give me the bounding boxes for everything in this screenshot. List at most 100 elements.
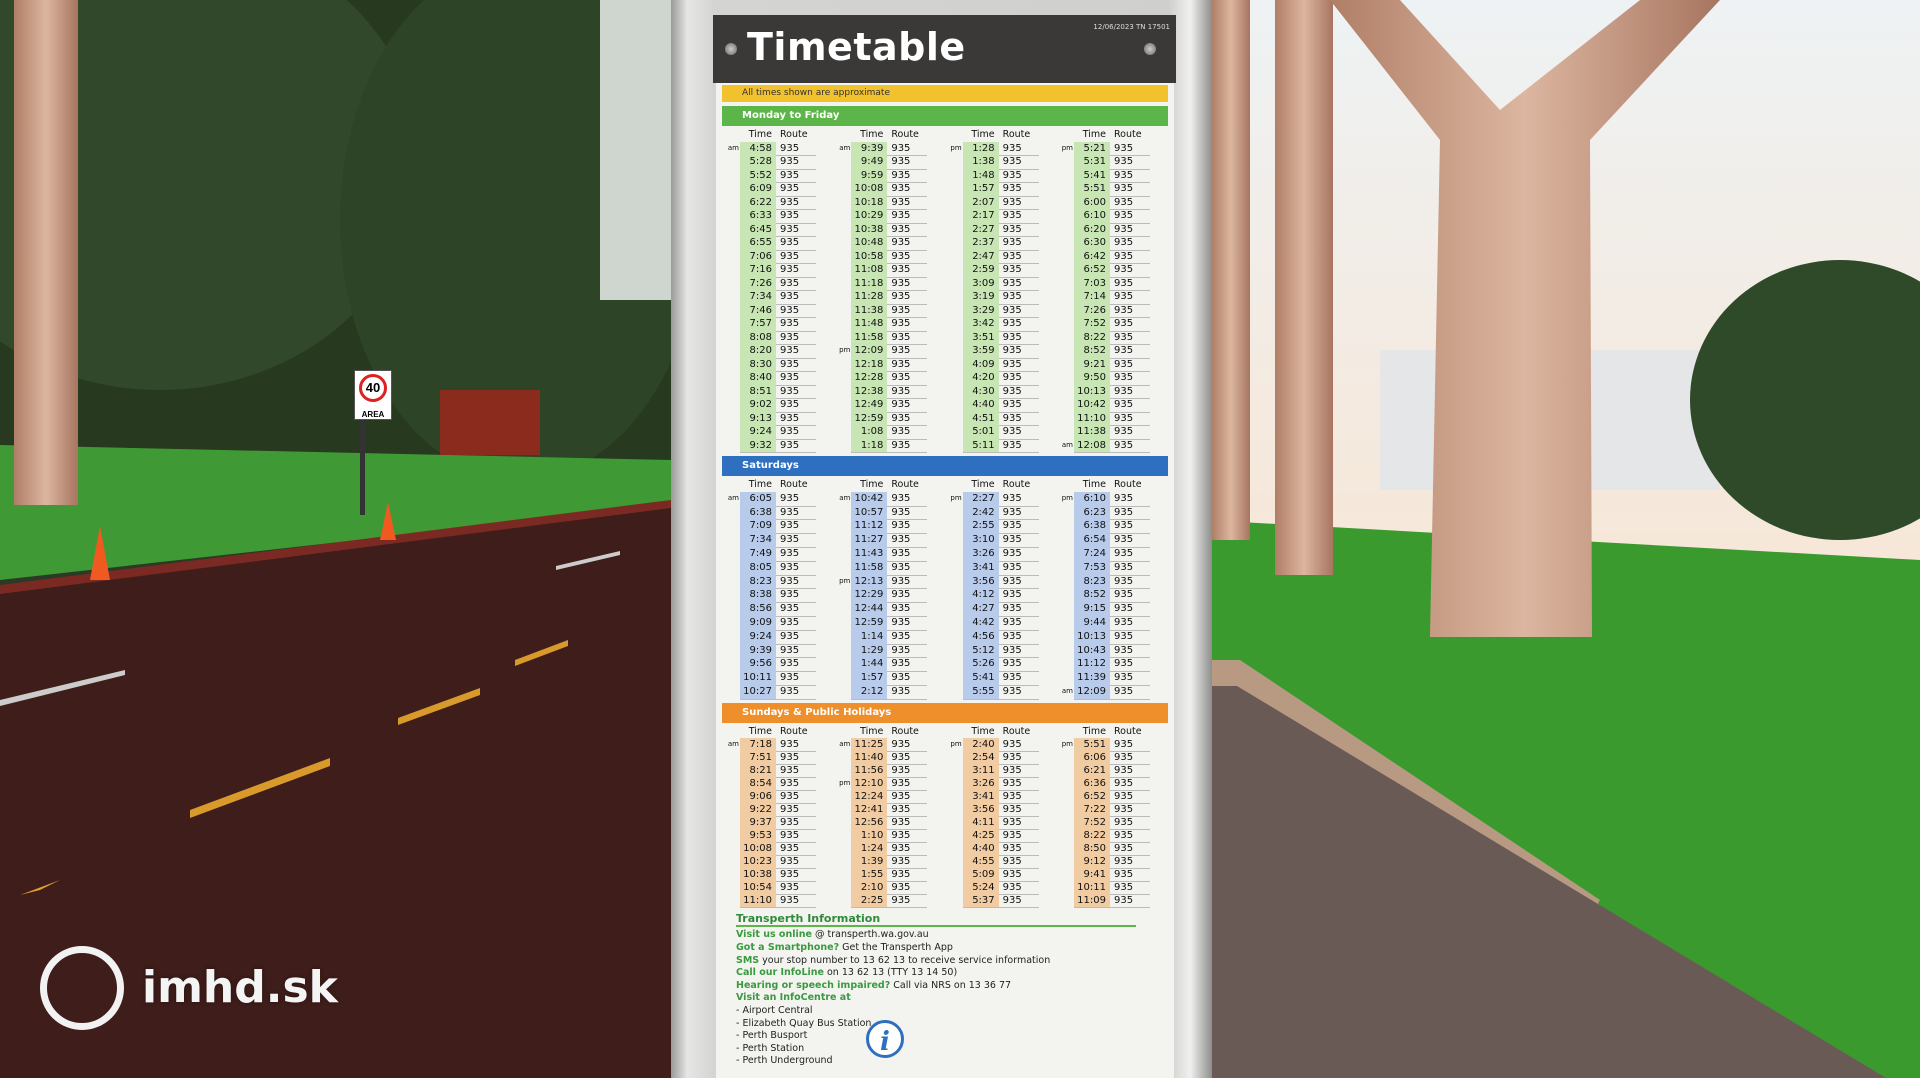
route: 935 bbox=[1109, 829, 1150, 843]
route: 935 bbox=[776, 630, 816, 645]
spacer bbox=[837, 478, 851, 492]
time: 2:47 bbox=[962, 249, 999, 264]
time: 12:44 bbox=[851, 602, 888, 617]
route: 935 bbox=[776, 412, 816, 426]
time: 10:29 bbox=[851, 209, 888, 224]
time: 7:34 bbox=[740, 533, 776, 548]
time: 1:14 bbox=[851, 629, 888, 645]
period bbox=[837, 398, 851, 413]
route: 935 bbox=[998, 412, 1039, 426]
period bbox=[949, 751, 963, 765]
tree-trunk bbox=[14, 0, 78, 505]
period: pm bbox=[839, 346, 851, 354]
departure: 1:38 935 bbox=[949, 155, 1053, 170]
departure: pm 12:13 935 bbox=[837, 574, 941, 590]
route: 935 bbox=[998, 575, 1039, 590]
route: 935 bbox=[1109, 398, 1150, 413]
departure: 9:56 935 bbox=[726, 657, 830, 673]
period bbox=[837, 764, 851, 778]
departure: 9:12 935 bbox=[1060, 854, 1164, 869]
time: 12:28 bbox=[851, 371, 888, 386]
departure: am 12:08 935 bbox=[1060, 438, 1164, 453]
departure: 8:23 935 bbox=[726, 574, 830, 590]
route: 935 bbox=[776, 209, 816, 224]
time: 6:10 bbox=[1073, 491, 1110, 507]
departure: 7:46 935 bbox=[726, 303, 830, 318]
section: Sundays & Public Holidays Time Route am 7:18… bbox=[722, 702, 1168, 908]
route: 935 bbox=[998, 492, 1039, 507]
period bbox=[726, 671, 740, 686]
period bbox=[726, 182, 740, 197]
period bbox=[1060, 223, 1074, 238]
departure: 12:29 935 bbox=[837, 588, 941, 604]
route: 935 bbox=[1109, 685, 1150, 700]
route: 935 bbox=[887, 547, 928, 562]
departure: 9:02 935 bbox=[726, 398, 830, 413]
departure: 10:13 935 bbox=[1060, 384, 1164, 399]
period bbox=[726, 588, 740, 603]
time: 7:52 bbox=[1073, 815, 1110, 830]
column-header: Time Route bbox=[949, 725, 1053, 738]
time: 3:59 bbox=[962, 344, 999, 359]
route: 935 bbox=[776, 155, 816, 170]
time: 8:30 bbox=[740, 357, 776, 372]
period bbox=[949, 547, 963, 562]
header-time: Time bbox=[860, 725, 884, 737]
departure: 6:20 935 bbox=[1060, 222, 1164, 238]
period: am bbox=[839, 739, 851, 748]
departure: 12:56 935 bbox=[837, 815, 941, 830]
route: 935 bbox=[998, 816, 1039, 830]
departure: am 12:09 935 bbox=[1060, 684, 1164, 700]
time: 9:13 bbox=[740, 411, 776, 426]
time: 9:15 bbox=[1073, 602, 1110, 617]
column-header: Time Route bbox=[726, 725, 830, 738]
bolt bbox=[1144, 43, 1156, 55]
departure: pm 12:10 935 bbox=[837, 776, 941, 791]
period bbox=[949, 868, 963, 882]
period bbox=[949, 182, 963, 197]
time: 3:09 bbox=[962, 276, 999, 291]
time: 3:19 bbox=[962, 290, 999, 305]
route: 935 bbox=[1109, 630, 1150, 645]
period bbox=[837, 561, 851, 576]
route: 935 bbox=[776, 790, 816, 804]
time: 3:10 bbox=[962, 533, 999, 548]
period bbox=[1060, 290, 1074, 305]
departure: 5:01 935 bbox=[949, 425, 1053, 440]
period bbox=[949, 630, 963, 645]
speed-limit: 40 bbox=[359, 374, 387, 402]
route: 935 bbox=[1109, 250, 1150, 264]
time: 5:28 bbox=[740, 155, 776, 170]
time: 12:09 bbox=[851, 344, 888, 359]
departure: 8:20 935 bbox=[726, 344, 830, 359]
departure: 6:33 935 bbox=[726, 209, 830, 224]
route: 935 bbox=[887, 196, 928, 210]
departure: 6:23 935 bbox=[1060, 505, 1164, 521]
period bbox=[1060, 317, 1074, 332]
period bbox=[1060, 277, 1074, 292]
departure: 6:42 935 bbox=[1060, 249, 1164, 264]
route: 935 bbox=[776, 263, 816, 278]
time: 7:51 bbox=[740, 750, 776, 765]
route: 935 bbox=[998, 644, 1039, 659]
period bbox=[726, 344, 740, 359]
period bbox=[837, 685, 851, 700]
info-text: - Elizabeth Quay Bus Station bbox=[736, 1017, 872, 1029]
period bbox=[726, 533, 740, 548]
departure: 10:11 935 bbox=[1060, 880, 1164, 895]
departure: 6:21 935 bbox=[1060, 763, 1164, 778]
time: 10:13 bbox=[1073, 384, 1110, 399]
period bbox=[726, 868, 740, 882]
time: 5:52 bbox=[740, 168, 776, 183]
time: 7:26 bbox=[740, 276, 776, 291]
time: 11:48 bbox=[851, 317, 888, 332]
period bbox=[837, 829, 851, 843]
route: 935 bbox=[887, 588, 928, 604]
time: 6:10 bbox=[1073, 209, 1110, 224]
route: 935 bbox=[1109, 492, 1150, 507]
column-header: Time Route bbox=[1060, 725, 1164, 738]
period bbox=[1060, 803, 1074, 817]
time: 6:05 bbox=[740, 491, 776, 507]
time: 6:45 bbox=[740, 222, 776, 237]
time: 1:48 bbox=[962, 168, 999, 183]
